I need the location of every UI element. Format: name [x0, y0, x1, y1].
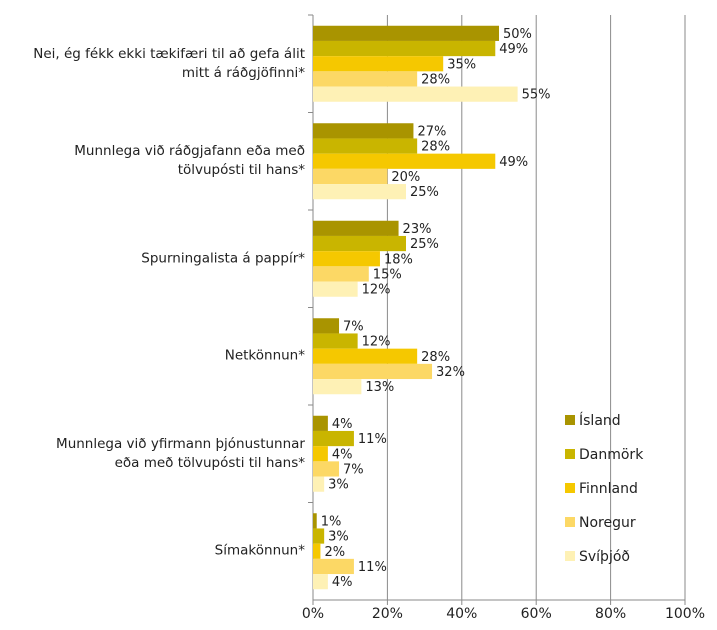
bar: [313, 25, 499, 41]
bar: [313, 476, 325, 492]
bar: [313, 168, 388, 185]
data-label: 49%: [499, 42, 528, 57]
data-label: 25%: [410, 185, 439, 200]
data-label: 35%: [447, 57, 476, 72]
data-label: 4%: [332, 417, 353, 432]
data-label: 49%: [499, 155, 528, 170]
bar: [313, 281, 358, 297]
bar: [313, 415, 328, 431]
bar: [313, 513, 317, 529]
bar: [313, 251, 380, 267]
data-label: 1%: [321, 514, 342, 529]
bar: [313, 266, 369, 282]
bar: [313, 528, 325, 544]
data-label: 55%: [522, 88, 551, 103]
bar: [313, 220, 399, 236]
legend-label: Noregur: [579, 515, 636, 531]
bar: [313, 40, 496, 57]
bar: [313, 153, 496, 169]
bar: [313, 318, 340, 334]
bar: [313, 446, 328, 462]
data-label: 4%: [332, 447, 353, 462]
bar: [313, 56, 444, 72]
data-label: 20%: [391, 170, 420, 185]
bar: [313, 348, 418, 364]
x-tick-label: 40%: [446, 606, 477, 622]
data-label: 11%: [358, 560, 387, 575]
bar: [313, 184, 406, 200]
y-tick-label: Munnlega við ráðgjafann eða með tölvupós…: [74, 143, 305, 179]
data-label: 28%: [421, 72, 450, 87]
data-label: 7%: [343, 319, 364, 334]
bar: [313, 574, 328, 590]
legend-swatch: [565, 551, 575, 561]
legend-label: Svíþjóð: [579, 549, 630, 565]
y-tick-label: Netkönnun*: [224, 347, 305, 364]
bar: [313, 430, 354, 447]
bar: [313, 379, 362, 395]
x-tick-label: 80%: [595, 606, 626, 622]
data-label: 11%: [358, 432, 387, 447]
data-label: 23%: [403, 222, 432, 237]
bar: [313, 363, 433, 380]
bar: [313, 461, 340, 477]
data-label: 12%: [362, 283, 391, 298]
legend-swatch: [565, 483, 575, 493]
data-label: 3%: [328, 530, 349, 545]
data-label: 27%: [417, 124, 446, 139]
data-label: 28%: [421, 140, 450, 155]
legend-label: Finnland: [579, 481, 638, 497]
x-tick-label: 60%: [521, 606, 552, 622]
bar: [313, 333, 358, 349]
data-label: 18%: [384, 252, 413, 267]
bar: [313, 543, 321, 559]
legend-swatch: [565, 415, 575, 425]
bar: [313, 235, 406, 252]
bar: [313, 123, 414, 139]
y-tick-label: Nei, ég fékk ekki tækifæri til að gefa á…: [33, 45, 305, 81]
data-label: 50%: [503, 27, 532, 42]
data-label: 13%: [365, 380, 394, 395]
x-tick-label: 20%: [372, 606, 403, 622]
bar: [313, 558, 354, 575]
data-label: 25%: [410, 237, 439, 252]
data-label: 28%: [421, 350, 450, 365]
legend-swatch: [565, 517, 575, 527]
bar: [313, 86, 518, 102]
y-tick-label: Munnlega við yfirmann þjónustunnar eða m…: [56, 435, 305, 471]
y-tick-label: Spurningalista á pappír*: [141, 250, 305, 267]
data-label: 12%: [362, 335, 391, 350]
legend-label: Danmörk: [579, 447, 644, 463]
bar: [313, 138, 418, 154]
legend-swatch: [565, 449, 575, 459]
data-label: 4%: [332, 575, 353, 590]
data-label: 7%: [343, 462, 364, 477]
legend-label: Ísland: [579, 412, 621, 429]
data-label: 2%: [324, 545, 345, 560]
y-tick-label: Símakönnun*: [214, 542, 305, 559]
data-label: 32%: [436, 365, 465, 380]
data-label: 3%: [328, 478, 349, 493]
x-tick-label: 100%: [665, 606, 705, 622]
bar: [313, 71, 418, 87]
data-label: 15%: [373, 267, 402, 282]
x-tick-label: 0%: [302, 606, 324, 622]
